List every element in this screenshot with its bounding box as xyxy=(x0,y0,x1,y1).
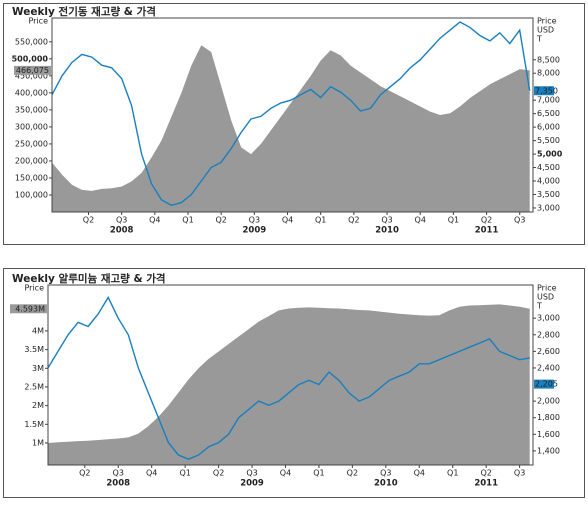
value-box-label: 4.593M xyxy=(15,304,45,313)
value-box-label: 2,205 xyxy=(535,380,558,389)
plot-frame xyxy=(47,284,534,466)
value-box xyxy=(534,379,554,389)
y2-axis-label: T xyxy=(536,35,542,44)
x-tick-label: Q1 xyxy=(448,216,459,225)
x-tick-label: Q2 xyxy=(215,216,226,225)
plot-frame xyxy=(51,17,534,213)
y-tick-label: 450,000 xyxy=(15,71,48,80)
year-label: 2011 xyxy=(475,226,499,236)
x-tick-label: Q2 xyxy=(480,469,491,478)
year-label: 2011 xyxy=(474,479,498,489)
chart-title: Weekly 알루미늄 재고량 & 가격 xyxy=(12,272,166,285)
x-tick-label: Q1 xyxy=(179,469,190,478)
y2-axis-label: USD xyxy=(537,293,554,302)
year-label: 2010 xyxy=(374,479,398,489)
y2-tick-label: 4,000 xyxy=(537,177,560,186)
y2-axis-label: T xyxy=(536,302,542,311)
y-tick-label: 3M xyxy=(32,364,44,373)
y-tick-label: 2.5M xyxy=(24,382,44,391)
y-tick-label: 100,000 xyxy=(15,190,48,199)
y2-tick-label: 7,000 xyxy=(537,96,560,105)
x-tick-label: Q4 xyxy=(149,216,160,225)
y-tick-label: 500,000 xyxy=(12,54,49,63)
y-tick-label: 3.5M xyxy=(24,345,44,354)
x-tick-label: Q1 xyxy=(447,469,458,478)
year-label: 2009 xyxy=(240,479,264,489)
x-tick-label: Q2 xyxy=(348,216,359,225)
y2-tick-label: 6,000 xyxy=(537,123,560,132)
year-label: 2010 xyxy=(375,226,399,236)
x-tick-label: Q3 xyxy=(514,216,525,225)
x-tick-label: Q4 xyxy=(282,216,293,225)
y-tick-label: 200,000 xyxy=(15,156,48,165)
y-tick-label: 1M xyxy=(32,438,44,447)
x-tick-label: Q3 xyxy=(249,216,260,225)
x-tick-label: Q3 xyxy=(380,469,391,478)
y2-tick-label: 2,400 xyxy=(537,363,560,372)
y2-tick-label: 3,000 xyxy=(537,203,560,212)
value-box xyxy=(10,304,47,314)
x-tick-label: Q3 xyxy=(113,469,124,478)
y2-tick-label: 3,500 xyxy=(537,190,560,199)
y-tick-label: 550,000 xyxy=(15,37,48,46)
x-tick-label: Q2 xyxy=(481,216,492,225)
x-tick-label: Q3 xyxy=(514,469,525,478)
y-tick-label: 300,000 xyxy=(15,122,48,131)
value-box-label: 7,350 xyxy=(535,86,558,95)
y-axis-label: Price xyxy=(24,284,44,293)
y2-tick-label: 8,500 xyxy=(537,55,560,64)
y2-tick-label: 2,600 xyxy=(537,347,560,356)
x-tick-label: Q2 xyxy=(83,216,94,225)
y2-tick-label: 5,000 xyxy=(537,150,563,159)
year-label: 2008 xyxy=(106,479,130,489)
year-label: 2008 xyxy=(110,226,134,236)
panel-frame xyxy=(3,268,585,498)
price-line xyxy=(47,295,530,460)
y2-tick-label: 4,500 xyxy=(537,163,560,172)
y2-tick-label: 2,800 xyxy=(537,330,560,339)
y2-tick-label: 8,000 xyxy=(537,69,560,78)
x-tick-label: Q1 xyxy=(315,216,326,225)
chart-title: Weekly 전기동 재고량 & 가격 xyxy=(12,5,156,18)
value-box-label: 466,075 xyxy=(16,66,49,75)
x-tick-label: Q3 xyxy=(116,216,127,225)
price-line xyxy=(51,21,531,207)
x-tick-label: Q1 xyxy=(182,216,193,225)
x-tick-label: Q4 xyxy=(415,216,426,225)
year-label: 2009 xyxy=(243,226,267,236)
y2-tick-label: 6,500 xyxy=(537,109,560,118)
x-tick-label: Q4 xyxy=(414,469,425,478)
inventory-area xyxy=(48,304,530,465)
x-tick-label: Q4 xyxy=(146,469,157,478)
value-box xyxy=(14,65,51,75)
y2-axis-label: Price xyxy=(537,17,557,26)
x-tick-label: Q2 xyxy=(213,469,224,478)
y2-tick-label: 2,000 xyxy=(537,397,560,406)
y2-tick-label: 3,000 xyxy=(537,314,560,323)
y-tick-label: 250,000 xyxy=(15,139,48,148)
x-tick-label: Q1 xyxy=(313,469,324,478)
panel-frame xyxy=(3,3,585,245)
x-tick-label: Q3 xyxy=(381,216,392,225)
value-box xyxy=(534,86,554,96)
x-tick-label: Q2 xyxy=(347,469,358,478)
x-tick-label: Q2 xyxy=(79,469,90,478)
y-tick-label: 4M xyxy=(32,326,44,335)
y-tick-label: 2M xyxy=(32,401,44,410)
y-tick-label: 350,000 xyxy=(15,105,48,114)
x-tick-label: Q4 xyxy=(280,469,291,478)
y2-tick-label: 1,800 xyxy=(537,413,560,422)
y-tick-label: 150,000 xyxy=(15,173,48,182)
y-axis-label: Price xyxy=(28,17,48,26)
y-tick-label: 1.5M xyxy=(24,420,44,429)
x-tick-label: Q3 xyxy=(246,469,257,478)
y2-tick-label: 1,600 xyxy=(537,430,560,439)
y-tick-label: 400,000 xyxy=(15,88,48,97)
y2-axis-label: Price xyxy=(537,284,557,293)
inventory-area xyxy=(52,45,530,213)
y2-axis-label: USD xyxy=(537,26,554,35)
y2-tick-label: 5,500 xyxy=(537,136,560,145)
y2-tick-label: 1,400 xyxy=(537,446,560,455)
